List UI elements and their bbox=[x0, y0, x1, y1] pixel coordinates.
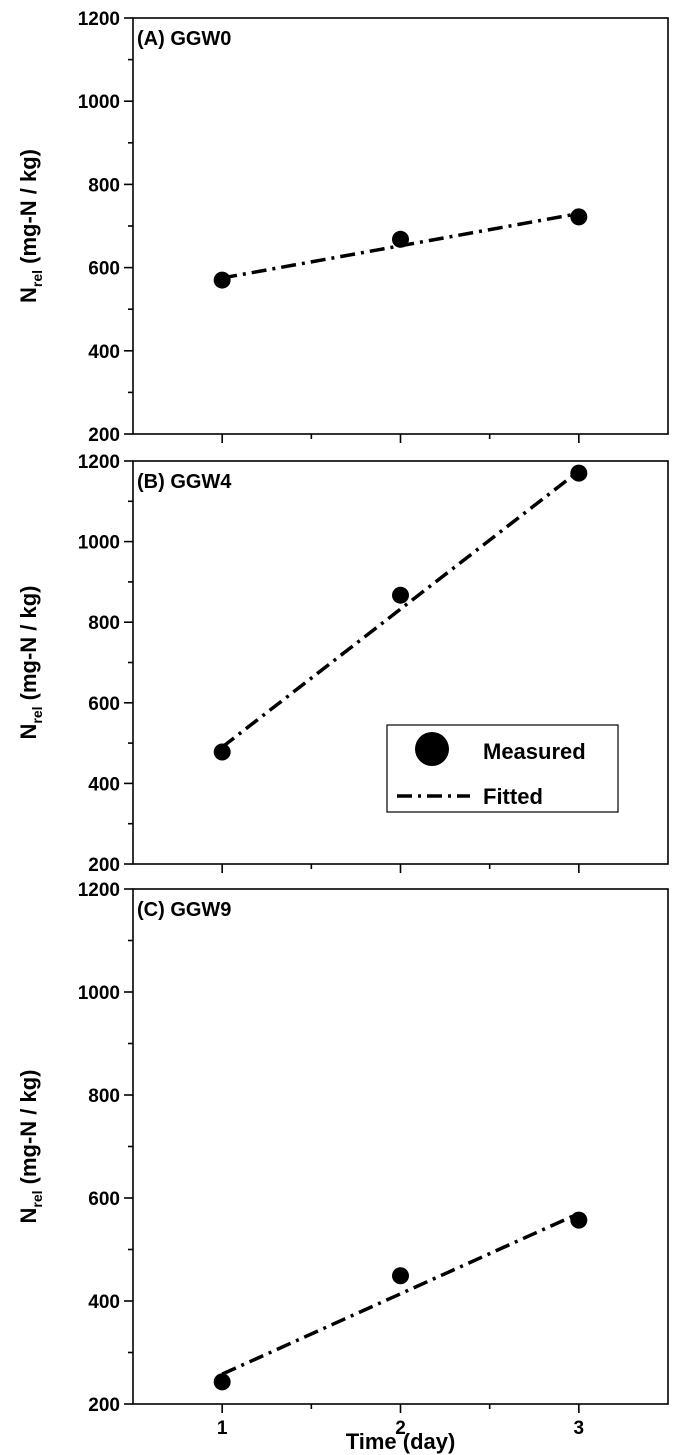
y-axis-title-symbol: N bbox=[16, 724, 41, 740]
legend: Measured Fitted bbox=[386, 724, 619, 813]
y-tick-label: 400 bbox=[88, 774, 120, 795]
y-axis-title-subscript: rel bbox=[29, 706, 45, 723]
measured-point bbox=[213, 271, 231, 289]
panel-label: (A) GGW0 bbox=[137, 28, 231, 50]
panel-3: 200 400 600 800 1000 1200 1 2 3 (C) GGW9 Nrel (mg-… bbox=[16, 880, 669, 1454]
measured-point bbox=[213, 1373, 231, 1391]
y-axis-title-symbol: N bbox=[16, 1208, 41, 1224]
y-axis-title: Nrel (mg-N / kg) bbox=[16, 149, 45, 303]
legend-measured-label: Measured bbox=[483, 739, 586, 764]
x-tick-label: 1 bbox=[217, 1418, 228, 1439]
y-axis-title-symbol: N bbox=[16, 287, 41, 303]
x-tick-label: 2 bbox=[395, 1418, 406, 1439]
plot-frame bbox=[132, 17, 669, 435]
y-tick-label: 1200 bbox=[78, 880, 120, 901]
y-tick-label: 400 bbox=[88, 1292, 120, 1313]
fitted-line bbox=[221, 469, 580, 749]
measured-point bbox=[570, 208, 588, 226]
measured-point bbox=[570, 1211, 588, 1229]
y-axis-title-units: (mg-N / kg) bbox=[16, 1069, 41, 1190]
panel-2: 200 400 600 800 1000 1200 (B) GGW4 Nrel (mg-N /… bbox=[16, 452, 669, 876]
y-tick-label: 200 bbox=[88, 1395, 120, 1416]
measured-point bbox=[392, 1267, 409, 1285]
y-tick-label: 1200 bbox=[78, 452, 120, 473]
measured-point bbox=[213, 743, 231, 761]
y-axis-title-subscript: rel bbox=[29, 1190, 45, 1207]
y-tick-label: 200 bbox=[88, 855, 120, 876]
measured-point bbox=[392, 230, 409, 248]
y-tick-label: 1200 bbox=[78, 9, 120, 30]
y-tick-label: 1000 bbox=[78, 983, 120, 1004]
y-tick-label: 600 bbox=[88, 1189, 120, 1210]
fitted-line bbox=[221, 1211, 580, 1376]
x-tick-label: 3 bbox=[574, 1418, 585, 1439]
measured-point bbox=[392, 586, 409, 604]
y-tick-label: 200 bbox=[88, 425, 120, 446]
measured-point bbox=[570, 464, 588, 482]
y-tick-label: 1000 bbox=[78, 92, 120, 113]
y-tick-label: 400 bbox=[88, 342, 120, 363]
y-tick-label: 800 bbox=[88, 613, 120, 634]
y-axis-title-units: (mg-N / kg) bbox=[16, 149, 41, 270]
legend-fitted-label: Fitted bbox=[483, 784, 543, 809]
panel-label: (C) GGW9 bbox=[137, 899, 231, 921]
y-axis-title-subscript: rel bbox=[29, 270, 45, 287]
y-tick-label: 600 bbox=[88, 259, 120, 280]
panel-1: 200 400 600 800 1000 1200 (A) GGW0 Nrel (mg-N /… bbox=[16, 9, 669, 446]
y-tick-label: 600 bbox=[88, 694, 120, 715]
x-axis-title: Time (day) bbox=[346, 1429, 456, 1454]
y-tick-label: 800 bbox=[88, 1086, 120, 1107]
y-tick-label: 800 bbox=[88, 175, 120, 196]
panel-label: (B) GGW4 bbox=[137, 471, 232, 493]
legend-measured-marker bbox=[415, 732, 449, 766]
y-axis-title: Nrel (mg-N / kg) bbox=[16, 585, 45, 739]
plot-frame bbox=[132, 888, 669, 1405]
y-axis-title: Nrel (mg-N / kg) bbox=[16, 1069, 45, 1223]
y-axis-title-units: (mg-N / kg) bbox=[16, 585, 41, 706]
y-tick-label: 1000 bbox=[78, 533, 120, 554]
